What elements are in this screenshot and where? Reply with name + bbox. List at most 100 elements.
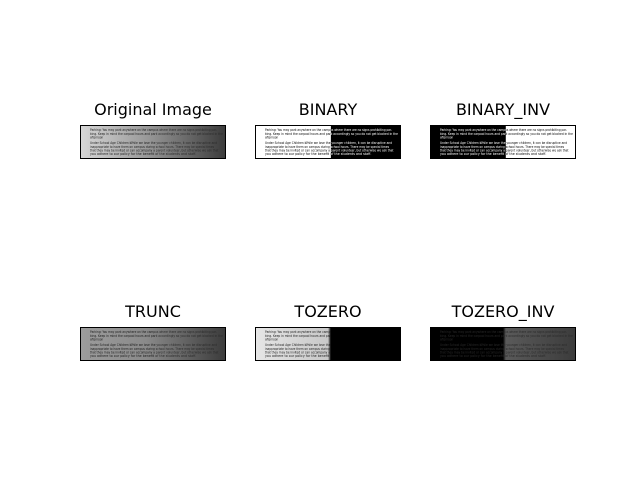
document-text-line: king. Keep in mind the carpool hours and… (265, 334, 398, 338)
page-dark-region (431, 126, 506, 158)
document-text-line: inappropriate to have them on campus dur… (440, 347, 564, 351)
document-text-line: that they may be invited or can accompan… (440, 148, 569, 152)
page-background (81, 328, 225, 360)
document-text-line: you adhere to our policy for the benefit… (440, 354, 546, 358)
document-text-line: Parking: You may park anywhere on the ca… (265, 128, 392, 132)
document-text-line: that they may be invited or can accompan… (90, 148, 219, 152)
document-text-line: you adhere to our policy for the benefit… (90, 354, 196, 358)
document-text-line: inappropriate to have them on campus dur… (265, 145, 389, 149)
document-text-group: Parking: You may park anywhere on the ca… (265, 330, 398, 358)
document-text-line: Parking: You may park anywhere on the ca… (265, 330, 392, 334)
document-text-line: Parking: You may park anywhere on the ca… (440, 330, 567, 334)
document-text-line: Parking: You may park anywhere on the ca… (440, 128, 567, 132)
document-text-line: Under School Age Children:While we love … (440, 141, 567, 145)
document-text-line: afternoon (265, 135, 278, 139)
document-text-line: inappropriate to have them on campus dur… (265, 145, 389, 149)
document-text-line: Parking: You may park anywhere on the ca… (440, 128, 567, 132)
document-text-line: you adhere to our policy for the benefit… (265, 354, 371, 358)
document-text-line: king. Keep in mind the carpool hours and… (440, 132, 573, 136)
document-text-line: Parking: You may park anywhere on the ca… (90, 128, 217, 132)
document-text-line: that they may be invited or can accompan… (440, 148, 569, 152)
document-text-line: king. Keep in mind the carpool hours and… (265, 132, 398, 136)
document-text-line: that they may be invited or can accompan… (440, 350, 569, 354)
panel-title-trunc: TRUNC (125, 302, 181, 321)
document-text-line: Under School Age Children:While we love … (90, 343, 217, 347)
panel-image-tozero-inv: Parking: You may park anywhere on the ca… (430, 327, 576, 361)
document-text-line: Parking: You may park anywhere on the ca… (265, 128, 392, 132)
page-dark-region (330, 126, 400, 158)
document-text-line: inappropriate to have them on campus dur… (440, 145, 564, 149)
document-text-group: Parking: You may park anywhere on the ca… (265, 128, 398, 156)
document-text-group: Parking: You may park anywhere on the ca… (265, 128, 398, 156)
document-text-line: king. Keep in mind the carpool hours and… (90, 334, 223, 338)
document-text-line: king. Keep in mind the carpool hours and… (440, 132, 573, 136)
document-text-line: inappropriate to have them on campus dur… (265, 347, 389, 351)
document-text-line: you adhere to our policy for the benefit… (265, 152, 371, 156)
document-text-line: you adhere to our policy for the benefit… (440, 354, 546, 358)
document-text-line: that they may be invited or can accompan… (265, 350, 394, 354)
document-text-line: that they may be invited or can accompan… (90, 148, 219, 152)
document-text-line: Parking: You may park anywhere on the ca… (90, 128, 217, 132)
document-text-line: Under School Age Children:While we love … (440, 343, 567, 347)
document-text-line: Under School Age Children:While we love … (440, 343, 567, 347)
panel-image-binary-inv: Parking: You may park anywhere on the ca… (430, 125, 576, 159)
document-text-line: that they may be invited or can accompan… (440, 350, 569, 354)
panel-image-original: Parking: You may park anywhere on the ca… (80, 125, 226, 159)
document-text-line: inappropriate to have them on campus dur… (90, 145, 214, 149)
document-text-line: king. Keep in mind the carpool hours and… (265, 334, 398, 338)
document-text-line: inappropriate to have them on campus dur… (265, 347, 389, 351)
document-text-group: Parking: You may park anywhere on the ca… (440, 330, 573, 358)
document-text-group: Parking: You may park anywhere on the ca… (90, 330, 223, 358)
panel-title-binary: BINARY (298, 100, 358, 119)
panel-title-tozero-inv: TOZERO_INV (451, 302, 555, 321)
document-text-line: king. Keep in mind the carpool hours and… (440, 334, 573, 338)
document-text-group: Parking: You may park anywhere on the ca… (265, 330, 398, 358)
document-text-line: that they may be invited or can accompan… (265, 148, 394, 152)
panel-image-tozero: Parking: You may park anywhere on the ca… (255, 327, 401, 361)
document-text-group: Parking: You may park anywhere on the ca… (440, 330, 573, 358)
document-text-line: you adhere to our policy for the benefit… (440, 152, 546, 156)
document-text-line: that they may be invited or can accompan… (90, 350, 219, 354)
document-text-line: inappropriate to have them on campus dur… (440, 347, 564, 351)
page-background (256, 328, 400, 360)
document-text-line: afternoon (90, 337, 103, 341)
page-background (81, 126, 225, 158)
document-text-line: king. Keep in mind the carpool hours and… (90, 132, 223, 136)
document-text-line: you adhere to our policy for the benefit… (265, 354, 371, 358)
document-text-line: king. Keep in mind the carpool hours and… (265, 132, 398, 136)
document-text-line: you adhere to our policy for the benefit… (90, 152, 196, 156)
panel-image-trunc: Parking: You may park anywhere on the ca… (80, 327, 226, 361)
document-text-line: afternoon (440, 337, 453, 341)
document-text-line: inappropriate to have them on campus dur… (440, 145, 564, 149)
document-text-line: Parking: You may park anywhere on the ca… (90, 330, 217, 334)
document-text-line: king. Keep in mind the carpool hours and… (90, 334, 223, 338)
document-text-line: Under School Age Children:While we love … (265, 141, 392, 145)
document-text-line: afternoon (90, 135, 103, 139)
document-text-line: king. Keep in mind the carpool hours and… (440, 334, 573, 338)
document-text-line: you adhere to our policy for the benefit… (265, 152, 371, 156)
document-text-line: that they may be invited or can accompan… (90, 350, 219, 354)
document-text-line: Under School Age Children:While we love … (265, 343, 392, 347)
document-text-line: Parking: You may park anywhere on the ca… (440, 330, 567, 334)
document-text-line: you adhere to our policy for the benefit… (90, 354, 196, 358)
document-text-line: afternoon (265, 337, 278, 341)
document-text-line: you adhere to our policy for the benefit… (440, 152, 546, 156)
panel-title-tozero: TOZERO (294, 302, 362, 321)
document-text-line: inappropriate to have them on campus dur… (90, 347, 214, 351)
document-text-line: you adhere to our policy for the benefit… (90, 152, 196, 156)
document-text-line: Under School Age Children:While we love … (90, 141, 217, 145)
page-background (431, 328, 575, 360)
document-text-group: Parking: You may park anywhere on the ca… (90, 128, 223, 156)
document-text-line: Under School Age Children:While we love … (90, 141, 217, 145)
document-text-line: king. Keep in mind the carpool hours and… (90, 132, 223, 136)
document-text-group: Parking: You may park anywhere on the ca… (90, 128, 223, 156)
panel-image-binary: Parking: You may park anywhere on the ca… (255, 125, 401, 159)
document-text-group: Parking: You may park anywhere on the ca… (90, 330, 223, 358)
page-light-region (256, 126, 331, 158)
document-text-line: inappropriate to have them on campus dur… (90, 145, 214, 149)
document-text-line: that they may be invited or can accompan… (265, 148, 394, 152)
document-text-line: Under School Age Children:While we love … (90, 343, 217, 347)
panel-title-binary-inv: BINARY_INV (455, 100, 551, 119)
document-text-line: Under School Age Children:While we love … (265, 141, 392, 145)
document-text-line: that they may be invited or can accompan… (265, 350, 394, 354)
